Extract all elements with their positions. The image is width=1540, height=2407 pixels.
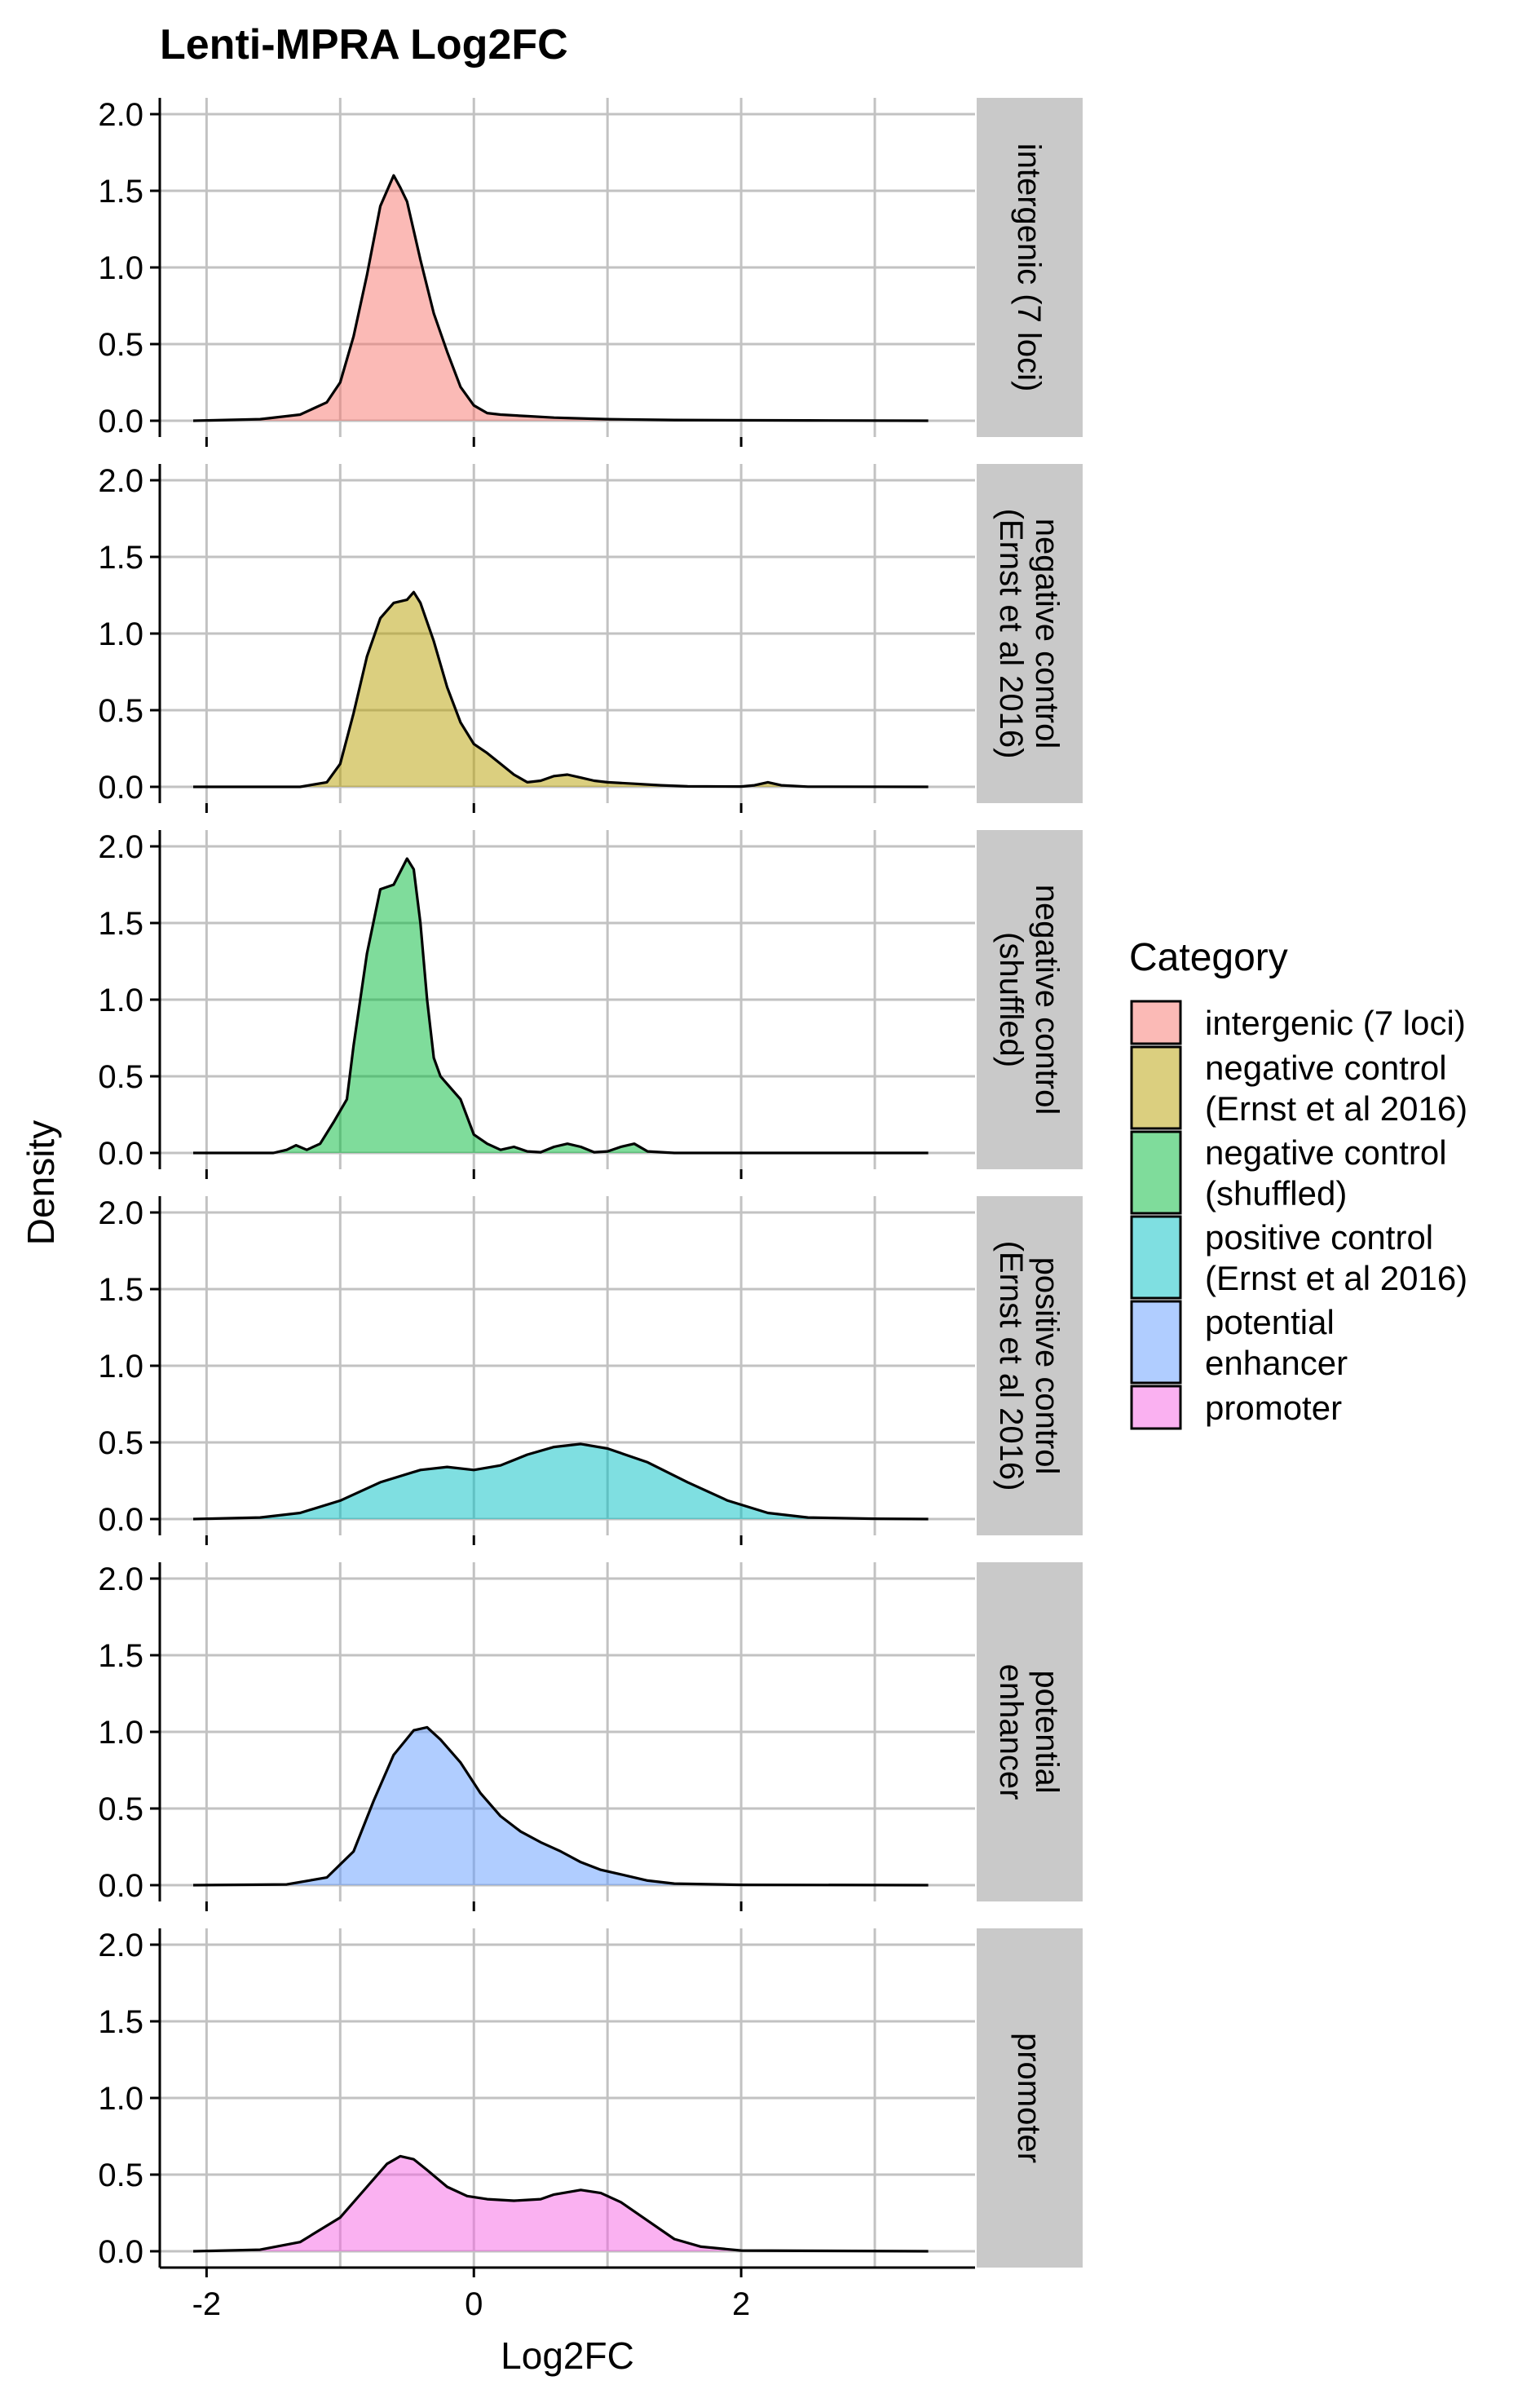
facet-strip — [977, 1562, 1083, 1901]
legend-label-line: promoter — [1205, 1389, 1342, 1427]
y-tick-label: 1.0 — [98, 1349, 143, 1385]
legend-label-line: enhancer — [1205, 1344, 1348, 1382]
x-axis: -2 0 2 — [160, 2266, 975, 2322]
facet-panels: 0.0 0.5 1.0 1.5 2.0 intergenic (7 loci) 0.0 0.5… — [98, 97, 1083, 2322]
legend-key — [1130, 1385, 1182, 1430]
chart-title: Lenti-MPRA Log2FC — [160, 21, 568, 68]
y-tick-label: 1.5 — [98, 1272, 143, 1308]
legend-label-line: potential — [1205, 1303, 1335, 1341]
y-tick-label: 2.0 — [98, 1928, 143, 1963]
x-axis-title: Log2FC — [501, 2334, 634, 2377]
facet-strip-line: potential — [1029, 1670, 1065, 1793]
facet-strip-line: (Ernst et al 2016) — [993, 1241, 1029, 1491]
y-tick-label: 0.5 — [98, 1059, 143, 1095]
facet-panel: 0.0 0.5 1.0 1.5 2.0 promoter — [98, 1928, 1083, 2277]
x-tick-label: 2 — [732, 2286, 750, 2322]
y-tick-label: 1.5 — [98, 174, 143, 210]
legend-label-line: (Ernst et al 2016) — [1205, 1259, 1467, 1297]
y-tick-label: 0.5 — [98, 1425, 143, 1461]
facet-strip-label: negative control(shuffled) — [993, 885, 1065, 1115]
legend-label-line: positive control — [1205, 1218, 1433, 1256]
y-tick-label: 2.0 — [98, 1195, 143, 1231]
facet-strip-label: negative control(Ernst et al 2016) — [993, 509, 1065, 759]
facet-panel: 0.0 0.5 1.0 1.5 2.0 negative control(Ernst et… — [98, 463, 1083, 813]
facet-strip — [977, 830, 1083, 1169]
density-area — [192, 1442, 929, 1521]
facet-strip-line: enhancer — [993, 1664, 1029, 1800]
legend-key — [1130, 1215, 1182, 1300]
legend-label-line: intergenic (7 loci) — [1205, 1004, 1466, 1042]
facet-strip — [977, 98, 1083, 437]
legend-key — [1130, 1130, 1182, 1215]
legend-label: potential enhancer — [1205, 1303, 1348, 1382]
facet-strip — [977, 1928, 1083, 2268]
y-tick-label: 1.5 — [98, 1638, 143, 1674]
y-axis-title: Density — [20, 1120, 62, 1245]
facet-strip-line: intergenic (7 loci) — [1011, 144, 1047, 392]
legend-label: positive control (Ernst et al 2016) — [1205, 1218, 1467, 1297]
y-tick-label: 1.0 — [98, 983, 143, 1018]
legend-label: negative control (shuffled) — [1205, 1133, 1447, 1212]
legend-label-line: negative control — [1205, 1133, 1447, 1172]
facet-strip-line: promoter — [1011, 2033, 1047, 2163]
facet-strip — [977, 464, 1083, 803]
facet-strip-line: (shuffled) — [993, 932, 1029, 1067]
y-tick-label: 0.5 — [98, 2157, 143, 2193]
facet-strip-line: (Ernst et al 2016) — [993, 509, 1029, 759]
legend-key — [1130, 1045, 1182, 1130]
y-tick-label: 1.0 — [98, 2081, 143, 2117]
facet-strip-label: intergenic (7 loci) — [1011, 144, 1047, 392]
density-area — [192, 1725, 929, 1887]
legend-label: promoter — [1205, 1389, 1342, 1427]
y-tick-label: 2.0 — [98, 463, 143, 499]
facet-strip-label: positive control(Ernst et al 2016) — [993, 1241, 1065, 1491]
facet-strip — [977, 1196, 1083, 1535]
y-tick-label: 1.0 — [98, 250, 143, 286]
y-tick-label: 0.5 — [98, 327, 143, 363]
y-tick-label: 2.0 — [98, 1561, 143, 1597]
facet-panel: 0.0 0.5 1.0 1.5 2.0 positive control(Ernst et… — [98, 1195, 1083, 1545]
y-tick-label: 2.0 — [98, 829, 143, 865]
facet-strip-line: negative control — [1029, 885, 1065, 1115]
y-tick-label: 1.5 — [98, 540, 143, 576]
y-tick-label: 0.0 — [98, 1136, 143, 1172]
legend-label: intergenic (7 loci) — [1205, 1004, 1466, 1042]
facet-strip-line: positive control — [1029, 1257, 1065, 1475]
y-tick-label: 0.0 — [98, 404, 143, 439]
facet-strip-label: promoter — [1011, 2033, 1047, 2163]
y-tick-label: 0.5 — [98, 693, 143, 729]
legend-label-line: (Ernst et al 2016) — [1205, 1089, 1467, 1128]
y-tick-label: 1.0 — [98, 616, 143, 652]
legend-label-line: negative control — [1205, 1049, 1447, 1087]
y-tick-label: 0.0 — [98, 770, 143, 806]
facet-panel: 0.0 0.5 1.0 1.5 2.0 intergenic (7 loci) — [98, 97, 1083, 447]
legend: Category intergenic (7 loci) negative con… — [1129, 936, 1467, 1430]
facet-panel: 0.0 0.5 1.0 1.5 2.0 negative control(shuffled… — [98, 829, 1083, 1179]
y-tick-label: 1.5 — [98, 906, 143, 942]
facet-panel: 0.0 0.5 1.0 1.5 2.0 potentialenhancer — [98, 1561, 1083, 1911]
y-tick-label: 0.0 — [98, 1502, 143, 1538]
y-tick-label: 2.0 — [98, 97, 143, 133]
legend-label: negative control (Ernst et al 2016) — [1205, 1049, 1467, 1128]
facet-strip-line: negative control — [1029, 519, 1065, 749]
x-tick-label: 0 — [465, 2286, 483, 2322]
y-tick-label: 1.5 — [98, 2004, 143, 2040]
legend-key — [1130, 1000, 1182, 1045]
legend-title: Category — [1129, 936, 1288, 979]
facet-strip-label: potentialenhancer — [993, 1664, 1065, 1800]
y-tick-label: 0.5 — [98, 1791, 143, 1827]
y-tick-label: 0.0 — [98, 2234, 143, 2270]
legend-key — [1130, 1300, 1182, 1385]
density-area — [192, 174, 929, 422]
y-tick-label: 1.0 — [98, 1715, 143, 1751]
y-tick-label: 0.0 — [98, 1868, 143, 1904]
legend-label-line: (shuffled) — [1205, 1174, 1347, 1212]
density-area — [193, 590, 929, 788]
density-area — [193, 857, 929, 1155]
x-tick-label: -2 — [192, 2286, 222, 2322]
density-area — [192, 2154, 929, 2253]
